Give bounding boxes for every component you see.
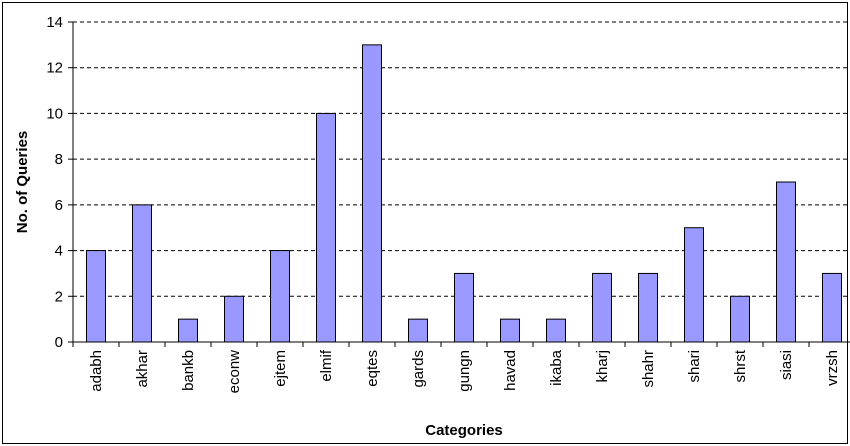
y-tick-label: 4 (55, 243, 63, 260)
x-tick-label-akhar: akhar (134, 350, 151, 388)
x-tick-label-vrzsh: vrzsh (824, 350, 841, 386)
y-tick-label: 8 (55, 151, 63, 168)
x-axis-title: Categories (425, 422, 503, 439)
bar-gungn (454, 272, 474, 343)
x-tick-label-shahr: shahr (640, 350, 657, 388)
x-tick-label-gungn: gungn (456, 350, 473, 392)
y-tick-label: 6 (55, 197, 63, 214)
bar-havad (500, 318, 520, 343)
bar-ikaba (546, 318, 566, 343)
x-tick-label-shrst: shrst (732, 349, 749, 382)
bar-kharj (592, 272, 612, 343)
x-tick-label-econw: econw (226, 350, 243, 394)
x-tick-label-adabh: adabh (88, 350, 105, 392)
bar-shahr (638, 272, 658, 343)
bar-eqtes (362, 44, 382, 343)
bar-akhar (132, 204, 152, 343)
x-tick-label-siasi: siasi (778, 350, 795, 380)
bar-gards (408, 318, 428, 343)
x-tick-labels: adabh akhar bankb econw ejtem elmif eqtes gards… (88, 349, 841, 393)
bar-elmif (316, 112, 336, 343)
bar-shrst (730, 295, 750, 343)
y-axis-title: No. of Queries (14, 131, 31, 234)
y-tick-labels: 0 2 4 6 8 10 12 14 (46, 14, 63, 351)
y-tick-label: 10 (46, 105, 63, 122)
x-tick-label-havad: havad (502, 350, 519, 391)
bar-siasi (776, 181, 796, 343)
x-tick-label-elmif: elmif (318, 349, 335, 382)
bar-adabh (86, 250, 106, 343)
y-tick-label: 14 (46, 14, 63, 31)
bars (86, 44, 842, 343)
y-tick-label: 12 (46, 60, 63, 77)
x-tick-label-ikaba: ikaba (548, 349, 565, 386)
bar-econw (224, 295, 244, 343)
x-tick-label-kharj: kharj (594, 350, 611, 383)
x-tick-label-gards: gards (410, 350, 427, 388)
x-tick-label-shari: shari (686, 350, 703, 383)
bar-bankb (178, 318, 198, 343)
bar-vrzsh (822, 272, 842, 343)
x-tick-label-eqtes: eqtes (364, 350, 381, 387)
axes (68, 21, 850, 347)
bar-shari (684, 227, 704, 343)
x-tick-label-bankb: bankb (180, 350, 197, 391)
x-tick-label-ejtem: ejtem (272, 350, 289, 387)
bar-ejtem (270, 250, 290, 343)
y-tick-label: 2 (55, 288, 63, 305)
y-tick-label: 0 (55, 334, 63, 351)
gridlines (73, 21, 850, 297)
